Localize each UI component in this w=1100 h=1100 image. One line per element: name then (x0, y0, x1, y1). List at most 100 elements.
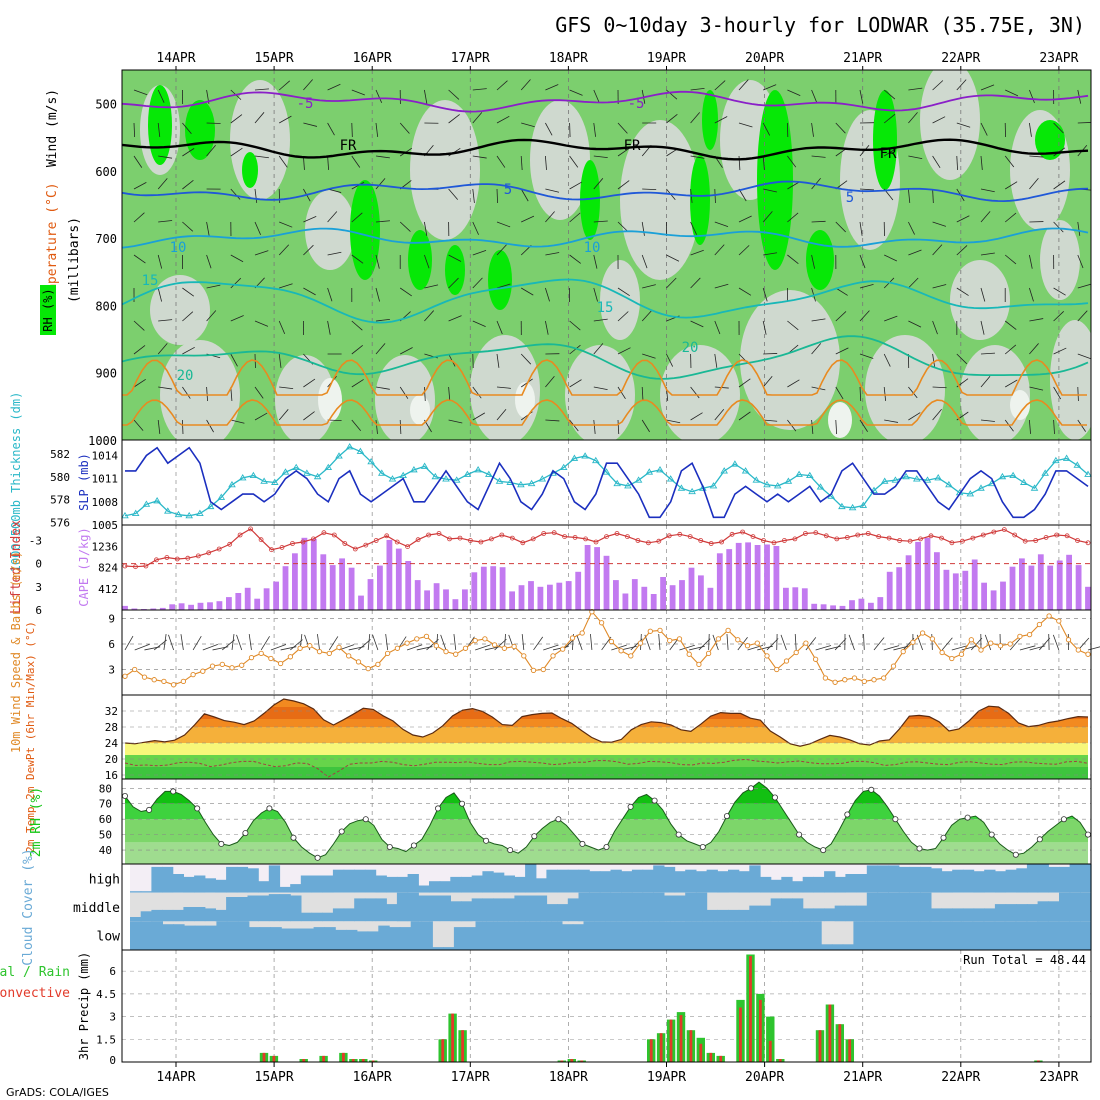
cloud-cover-bar (482, 871, 494, 893)
cloud-cover-bar (130, 921, 142, 950)
wind-barb (835, 386, 844, 400)
cloud-cover-bar (920, 866, 932, 893)
cloud-cover-bar (461, 876, 473, 893)
thickness-point (281, 468, 290, 475)
wind-speed-point (219, 661, 225, 668)
cape-bar (490, 566, 497, 610)
thickness-point (292, 463, 300, 471)
rh-point (627, 803, 634, 810)
cloud-cover-bar (1026, 904, 1039, 922)
rh-moist-region (702, 90, 718, 150)
cloud-cover-bar (1037, 901, 1049, 922)
wind-speed-point (579, 630, 585, 636)
wind-barb (780, 634, 787, 651)
cape-bar (896, 567, 903, 610)
wind-barb (641, 254, 648, 269)
cloud-cover-bar (439, 895, 451, 922)
cloud-cover-bar (853, 921, 865, 950)
wind-speed-point (1026, 631, 1033, 638)
wind-barb (206, 386, 208, 401)
wind-barb (496, 221, 511, 228)
wind-barb (593, 89, 600, 104)
wind-speed-point (881, 675, 887, 681)
cape-bar (358, 595, 364, 610)
wind-speed-point (803, 640, 809, 646)
rh-point (579, 840, 586, 847)
cloud-cover-bar (994, 871, 1007, 893)
precip-convective-bar (302, 1059, 306, 1062)
wind-barb (617, 287, 630, 297)
cloud-cover-bar (162, 924, 174, 950)
cape-bar (310, 538, 317, 610)
wind-barb (158, 319, 173, 322)
li-point (907, 538, 913, 544)
wind-barb (956, 155, 958, 171)
wind-speed-point (696, 661, 702, 668)
cape-bar (499, 567, 506, 610)
cloud-cover-bar (877, 865, 889, 893)
cloud-cover-bar (1059, 892, 1071, 922)
cape-bar (924, 537, 931, 610)
wind-barb (859, 353, 874, 359)
cloud-cover-bar (1005, 904, 1017, 922)
wind-speed-point (705, 650, 712, 657)
wind-barb (883, 645, 900, 651)
wind-barb (617, 147, 630, 157)
cloud-cover-bar (756, 921, 768, 950)
wind-barb (690, 386, 700, 399)
thickness-point (752, 476, 761, 483)
cloud-cover-bar (184, 925, 196, 950)
date-label-top: 20APR (745, 51, 784, 66)
rh-moist-region (1035, 120, 1065, 160)
cloud-cover-bar (909, 892, 921, 922)
cloud-cover-bar (706, 869, 718, 893)
wind-barb (1077, 254, 1084, 269)
wind-barb (385, 634, 389, 650)
y-tick-label: 4.5 (96, 988, 116, 1001)
wind-barb (290, 639, 303, 651)
cloud-cover-bar (247, 895, 259, 922)
thickness-point (1052, 456, 1060, 464)
rh-point (820, 847, 827, 854)
wind-barb (601, 636, 612, 651)
temp-line (124, 698, 1089, 747)
wind-barb (569, 212, 581, 223)
wind-barb (400, 347, 413, 355)
wind-barb (303, 215, 317, 223)
cape-bar (263, 588, 270, 610)
li-point (1054, 532, 1059, 538)
y-tick-label: 582 (50, 448, 70, 461)
wind-speed-point (355, 659, 362, 665)
cape-bar (207, 602, 213, 610)
wind-barb (545, 155, 547, 170)
cloud-cover-bar (845, 905, 857, 922)
cloud-cover-bar (226, 866, 238, 893)
date-label-top: 18APR (549, 51, 588, 66)
wind-barb (375, 89, 383, 103)
wind-barb (472, 221, 479, 235)
wind-barb (236, 634, 243, 651)
y-tick-label: 6 (109, 965, 116, 978)
wind-barb (375, 386, 390, 390)
cloud-cover-bar (151, 909, 163, 922)
cloud-cover-bar (941, 871, 953, 893)
wind-speed-point (744, 643, 751, 649)
thickness-point (228, 480, 236, 488)
rh-point (940, 834, 947, 841)
cloud-cover-bar (680, 921, 693, 950)
wind-barb (424, 254, 430, 269)
wind-barb (908, 112, 918, 124)
wind-barb (690, 277, 701, 289)
cloud-cover-bar (669, 921, 682, 950)
wind-barb (303, 287, 316, 296)
li-point (206, 550, 212, 556)
cloud-cover-bar (439, 881, 451, 893)
cloud-cover-bar (642, 869, 654, 893)
wind-barb (533, 636, 544, 651)
y-axis-label: 2m RH (%) (29, 787, 44, 857)
cape-bar (613, 580, 619, 610)
cloud-cover-bar (728, 869, 740, 893)
date-label-bottom: 21APR (843, 1070, 882, 1085)
rh-point (603, 844, 610, 851)
cloud-cover-bar (130, 917, 142, 922)
